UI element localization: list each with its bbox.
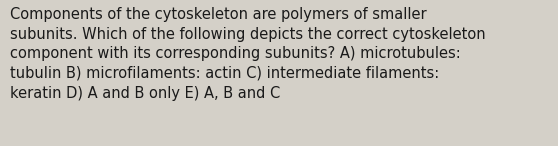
Text: Components of the cytoskeleton are polymers of smaller
subunits. Which of the fo: Components of the cytoskeleton are polym… xyxy=(10,7,485,101)
